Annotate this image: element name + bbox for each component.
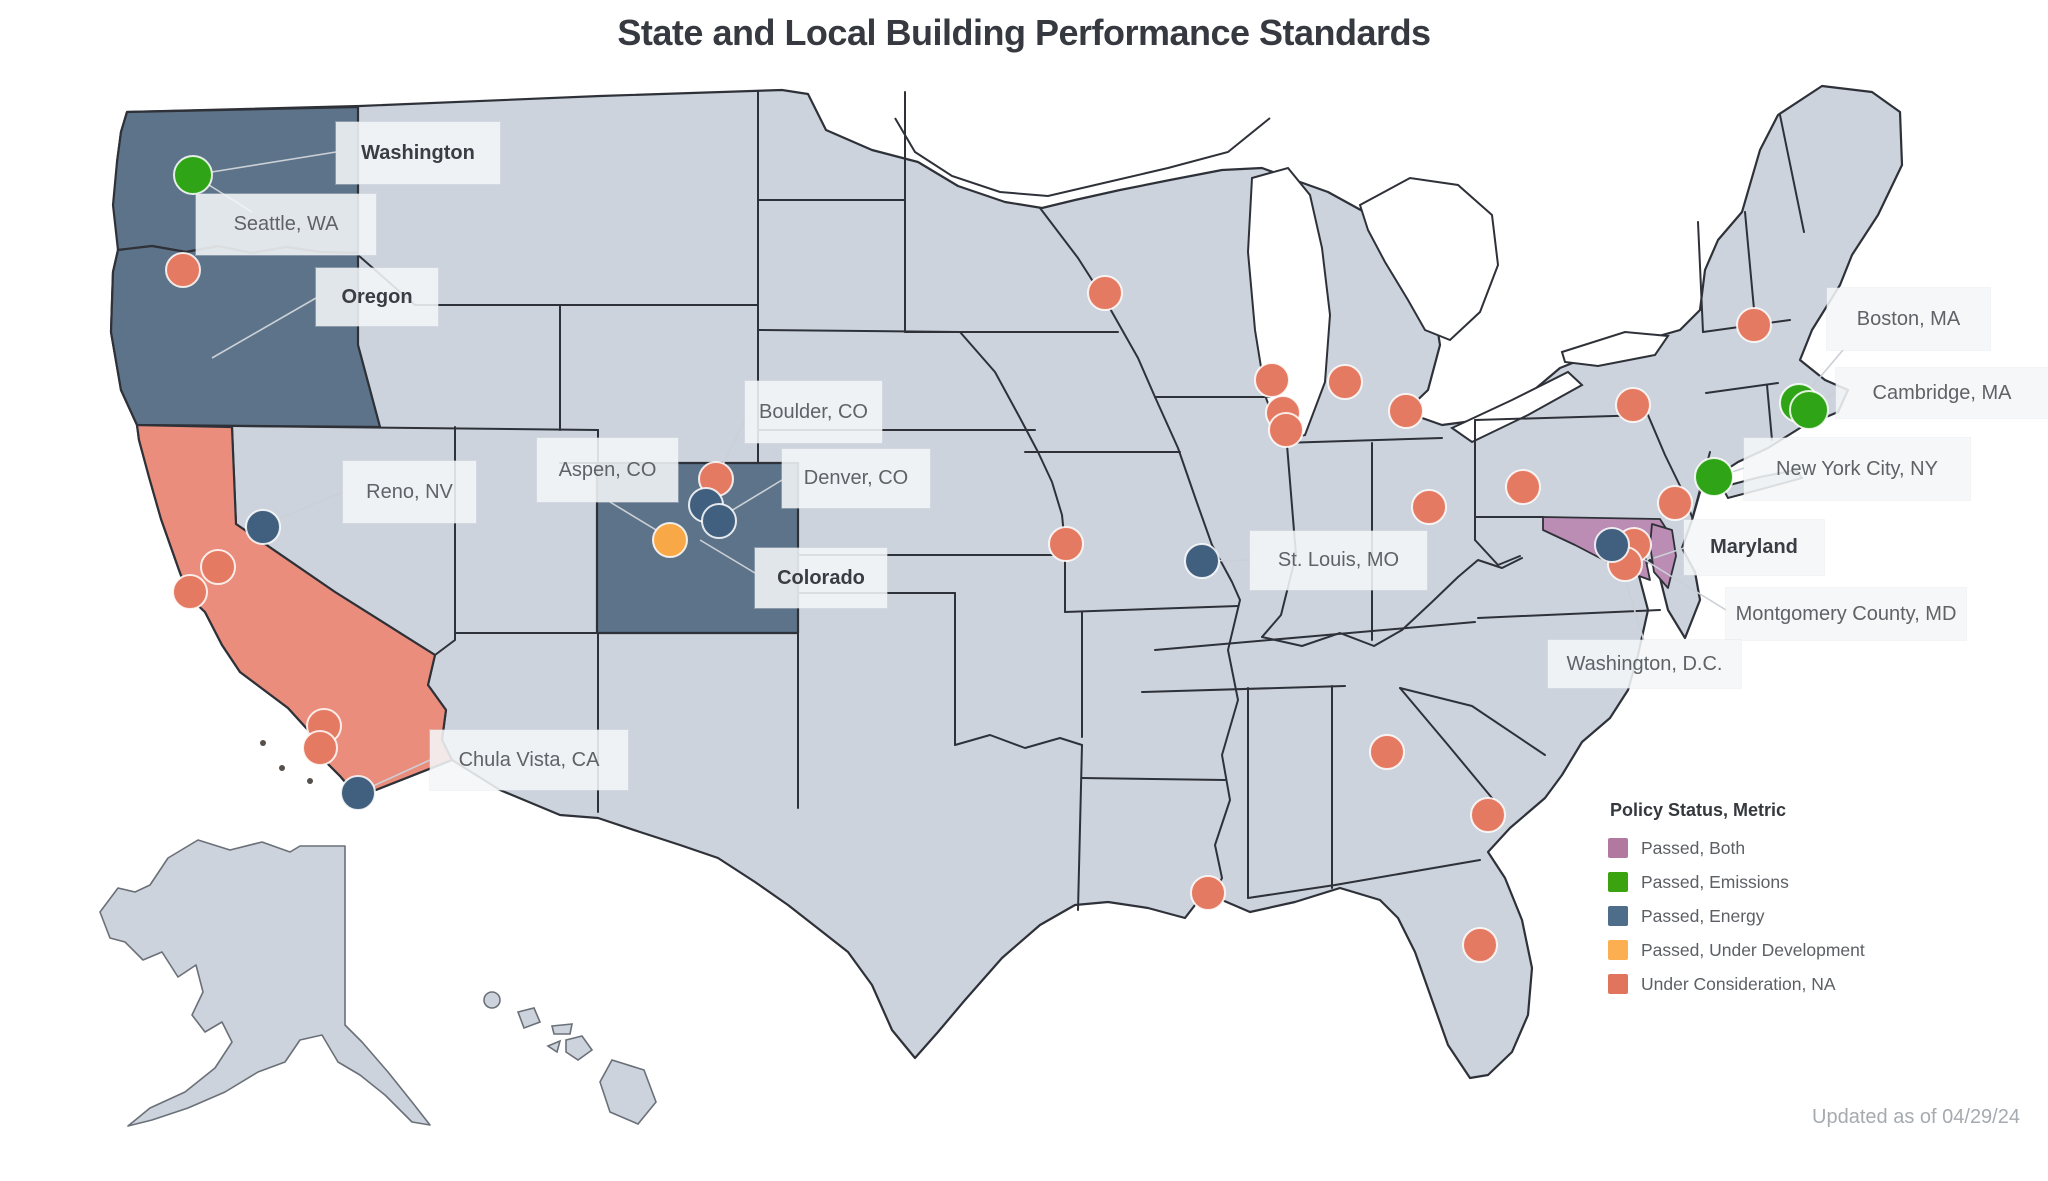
page-title: State and Local Building Performance Sta… [617, 12, 1431, 53]
reno-nv-label: Reno, NV [343, 461, 476, 523]
upstate-ny-marker[interactable] [1615, 387, 1651, 423]
minneapolis-marker[interactable] [1087, 275, 1123, 311]
seattle-wa-label: Seattle, WA [196, 194, 376, 255]
leader-line [211, 297, 317, 359]
montgomery-county-md-label: Montgomery County, MD [1726, 588, 1966, 640]
denver-b-marker[interactable] [701, 503, 737, 539]
reno-marker[interactable] [245, 509, 281, 545]
legend-items: Passed, Both Passed, Emissions Passed, Ene… [1608, 831, 2028, 1001]
city-markers [165, 155, 1829, 963]
cambridge-marker[interactable] [1789, 390, 1829, 430]
philadelphia-marker[interactable] [1657, 485, 1693, 521]
legend-title: Policy Status, Metric [1610, 800, 1787, 820]
hawaii [483, 991, 657, 1125]
lake-superior-shore [894, 117, 1271, 198]
lake-huron [1358, 176, 1500, 342]
updated-text: Updated as of 04/29/24 [1812, 1106, 2020, 1128]
legend-item-passed_energy[interactable]: Passed, Energy [1608, 899, 2028, 933]
leader-line [699, 539, 756, 574]
leader-line [725, 479, 783, 515]
state-colorado [595, 461, 800, 635]
colorado-state-label: Colorado [755, 548, 887, 608]
legend-label-under_consideration: Under Consideration, NA [1641, 973, 1836, 994]
orlando-marker[interactable] [1462, 927, 1498, 963]
legend-swatch-passed_under_development [1608, 940, 1628, 960]
legend-swatch-passed_energy [1608, 906, 1628, 926]
legend-label-passed_under_development: Passed, Under Development [1641, 939, 1865, 960]
detroit-marker[interactable] [1388, 393, 1424, 429]
leader-line [1653, 547, 1685, 559]
st-louis-mo-label: St. Louis, MO [1250, 531, 1427, 590]
washington-dc-label: Washington, D.C. [1548, 640, 1741, 688]
legend-swatch-passed_both [1608, 838, 1628, 858]
legend: Policy Status, Metric Passed, Both Passed… [1608, 800, 2028, 1001]
san-francisco-marker[interactable] [200, 549, 236, 585]
boulder-co-label: Boulder, CO [745, 381, 882, 443]
pittsburgh-marker[interactable] [1505, 469, 1541, 505]
legend-swatch-passed_emissions [1608, 872, 1628, 892]
legend-item-passed_both[interactable]: Passed, Both [1608, 831, 2028, 865]
aspen-co-label: Aspen, CO [537, 438, 678, 502]
oregon-state-label: Oregon [316, 268, 438, 326]
milwaukee-marker[interactable] [1254, 362, 1290, 398]
cambridge-ma-label: Cambridge, MA [1836, 368, 2048, 418]
leader-line [192, 151, 337, 176]
legend-label-passed_both: Passed, Both [1641, 837, 1746, 858]
maryland-state-label: Maryland [1684, 520, 1824, 575]
legend-item-under_consideration[interactable]: Under Consideration, NA [1608, 967, 2028, 1001]
atlanta-marker[interactable] [1369, 734, 1405, 770]
legend-swatch-under_consideration [1608, 974, 1628, 994]
bay-area-marker[interactable] [172, 574, 208, 610]
lake-erie [1450, 370, 1584, 444]
denver-co-label: Denver, CO [782, 449, 930, 508]
new-york-city-ny-label: New York City, NY [1744, 438, 1970, 500]
st-louis-marker[interactable] [1184, 543, 1220, 579]
legend-label-passed_energy: Passed, Energy [1641, 905, 1765, 926]
washington-state-label: Washington [336, 122, 500, 184]
legend-item-passed_under_development[interactable]: Passed, Under Development [1608, 933, 2028, 967]
boston-ma-label: Boston, MA [1827, 288, 1990, 350]
washington-dc-marker[interactable] [1594, 527, 1630, 563]
savannah-marker[interactable] [1470, 797, 1506, 833]
new-orleans-marker[interactable] [1190, 875, 1226, 911]
grand-rapids-marker[interactable] [1327, 364, 1363, 400]
lake-ontario [1560, 330, 1670, 368]
la-area-marker[interactable] [302, 730, 338, 766]
leader-line [1639, 556, 1727, 611]
legend-item-passed_emissions[interactable]: Passed, Emissions [1608, 865, 2028, 899]
portland-marker[interactable] [165, 252, 201, 288]
lake-superior [895, 55, 1272, 196]
policy-states [109, 105, 1677, 799]
legend-label-passed_emissions: Passed, Emissions [1641, 871, 1789, 892]
aspen-marker[interactable] [652, 522, 688, 558]
kansas-city-marker[interactable] [1048, 526, 1084, 562]
chula-vista-marker[interactable] [340, 775, 376, 811]
seattle-marker[interactable] [173, 155, 213, 195]
burlington-marker[interactable] [1736, 307, 1772, 343]
chula-vista-ca-label: Chula Vista, CA [430, 730, 628, 790]
chicago-b-marker[interactable] [1268, 412, 1304, 448]
new-york-city-marker[interactable] [1694, 457, 1734, 497]
alaska [99, 839, 431, 1127]
columbus-marker[interactable] [1411, 489, 1447, 525]
channel-islands [260, 740, 313, 784]
